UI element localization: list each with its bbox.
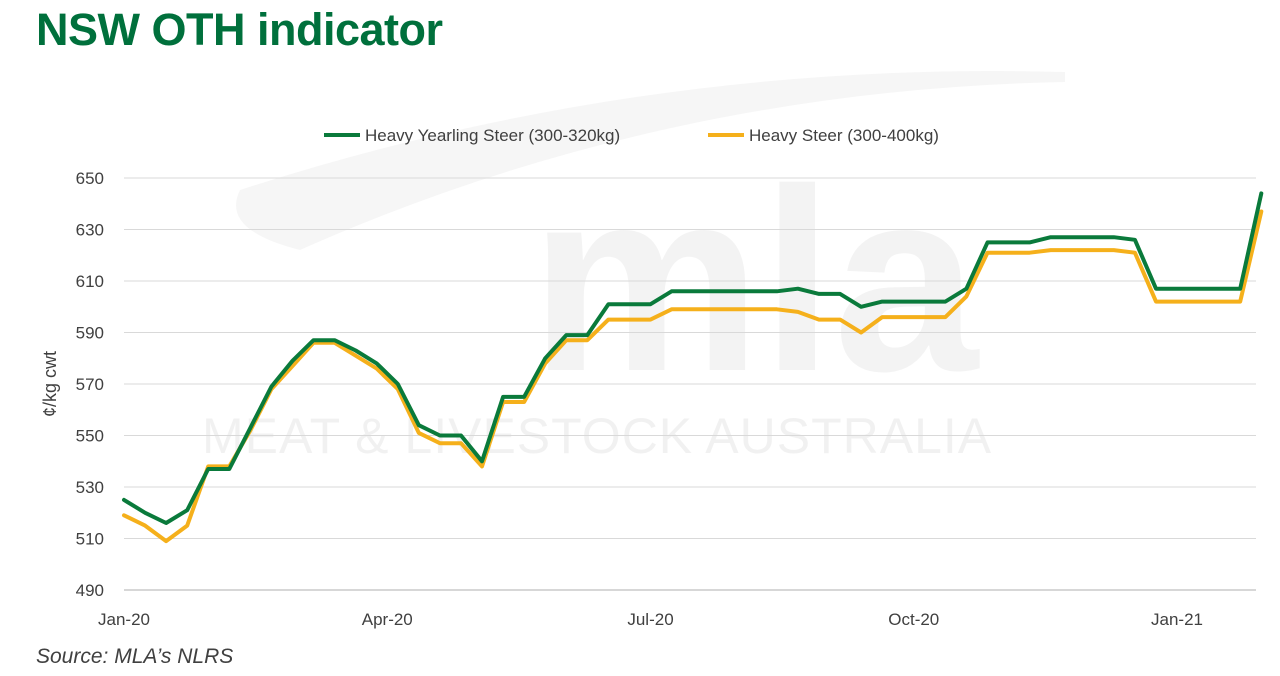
x-tick-label: Jul-20 [627, 610, 673, 629]
y-tick-label: 610 [76, 272, 104, 291]
y-axis-title: ¢/kg cwt [40, 351, 60, 417]
source-note: Source: MLA’s NLRS [36, 645, 234, 668]
legend-label: Heavy Yearling Steer (300-320kg) [365, 126, 620, 145]
page-title: NSW OTH indicator [36, 4, 443, 55]
x-tick-label: Jan-20 [98, 610, 150, 629]
y-tick-label: 530 [76, 478, 104, 497]
y-tick-label: 550 [76, 427, 104, 446]
legend-label: Heavy Steer (300-400kg) [749, 126, 939, 145]
x-tick-label: Apr-20 [362, 610, 413, 629]
y-tick-label: 570 [76, 375, 104, 394]
y-tick-label: 630 [76, 221, 104, 240]
x-tick-label: Oct-20 [888, 610, 939, 629]
y-tick-label: 590 [76, 324, 104, 343]
legend-item: Heavy Steer (300-400kg) [708, 126, 939, 145]
y-tick-label: 650 [76, 169, 104, 188]
x-tick-label: Jan-21 [1151, 610, 1203, 629]
series-line-heavy-yearling-steer [122, 191, 1264, 525]
legend-item: Heavy Yearling Steer (300-320kg) [324, 126, 620, 145]
y-tick-label: 510 [76, 530, 104, 549]
y-tick-label: 490 [76, 581, 104, 600]
